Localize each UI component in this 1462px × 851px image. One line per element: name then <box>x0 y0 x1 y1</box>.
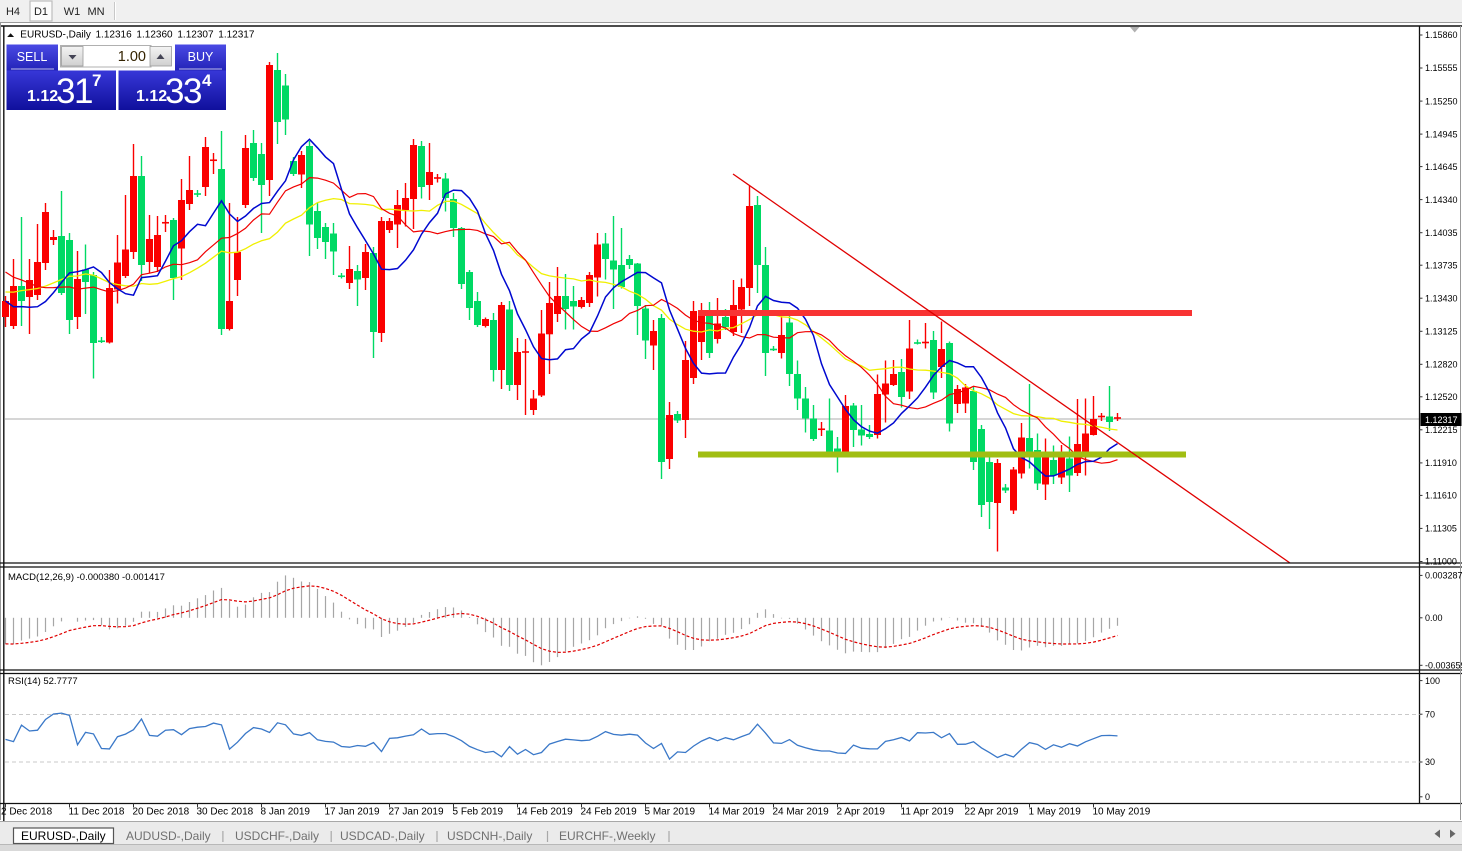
svg-text:USDCNH-,Daily: USDCNH-,Daily <box>447 829 532 843</box>
svg-text:2 Dec 2018: 2 Dec 2018 <box>1 807 53 818</box>
svg-text:AUDUSD-,Daily: AUDUSD-,Daily <box>126 829 211 843</box>
svg-text:H4: H4 <box>6 6 20 18</box>
svg-text:1.14645: 1.14645 <box>1425 162 1458 172</box>
svg-text:1.12: 1.12 <box>136 88 167 105</box>
svg-text:8 Jan 2019: 8 Jan 2019 <box>261 807 311 818</box>
svg-text:2 Apr 2019: 2 Apr 2019 <box>837 807 886 818</box>
svg-text:20 Dec 2018: 20 Dec 2018 <box>133 807 190 818</box>
svg-text:1 May 2019: 1 May 2019 <box>1029 807 1082 818</box>
svg-text:1.15860: 1.15860 <box>1425 30 1458 40</box>
svg-text:EURCHF-,Weekly: EURCHF-,Weekly <box>559 829 655 843</box>
svg-text:5 Feb 2019: 5 Feb 2019 <box>453 807 504 818</box>
svg-text:1.14035: 1.14035 <box>1425 228 1458 238</box>
svg-text:4: 4 <box>202 71 212 90</box>
svg-text:27 Jan 2019: 27 Jan 2019 <box>389 807 444 818</box>
svg-text:D1: D1 <box>34 6 48 18</box>
svg-text:30 Dec 2018: 30 Dec 2018 <box>197 807 254 818</box>
svg-text:7: 7 <box>92 71 101 90</box>
svg-text:1.14340: 1.14340 <box>1425 195 1458 205</box>
svg-text:RSI(14) 52.7777: RSI(14) 52.7777 <box>8 676 78 687</box>
svg-text:1.13735: 1.13735 <box>1425 260 1458 270</box>
svg-text:1.12316 1.12360 1.12307 1.1231: 1.12316 1.12360 1.12307 1.12317 <box>96 30 255 41</box>
svg-text:USDCHF-,Daily: USDCHF-,Daily <box>235 829 319 843</box>
svg-text:1.11610: 1.11610 <box>1425 491 1457 501</box>
svg-text:MACD(12,26,9) -0.000380 -0.001: MACD(12,26,9) -0.000380 -0.001417 <box>8 572 165 583</box>
svg-text:EURUSD-,Daily: EURUSD-,Daily <box>21 829 106 843</box>
svg-text:W1: W1 <box>64 6 81 18</box>
svg-text:USDCAD-,Daily: USDCAD-,Daily <box>340 829 425 843</box>
svg-text:24 Mar 2019: 24 Mar 2019 <box>773 807 830 818</box>
svg-text:1.14945: 1.14945 <box>1425 129 1458 139</box>
svg-text:1.12317: 1.12317 <box>1425 415 1458 425</box>
svg-text:5 Mar 2019: 5 Mar 2019 <box>645 807 696 818</box>
svg-text:MN: MN <box>87 6 104 18</box>
svg-text:0.003287: 0.003287 <box>1425 571 1462 581</box>
svg-text:33: 33 <box>165 72 201 111</box>
svg-text:EURUSD-,Daily: EURUSD-,Daily <box>20 30 91 41</box>
svg-text:100: 100 <box>1425 676 1440 686</box>
svg-text:11 Dec 2018: 11 Dec 2018 <box>69 807 125 818</box>
svg-text:10 May 2019: 10 May 2019 <box>1093 807 1151 818</box>
svg-text:1.12820: 1.12820 <box>1425 360 1458 370</box>
svg-text:11 Apr 2019: 11 Apr 2019 <box>901 807 955 818</box>
svg-text:17 Jan 2019: 17 Jan 2019 <box>325 807 380 818</box>
svg-text:-0.003659: -0.003659 <box>1425 661 1462 671</box>
svg-text:1.12: 1.12 <box>27 88 58 105</box>
svg-text:1.00: 1.00 <box>118 49 146 65</box>
svg-text:70: 70 <box>1425 709 1435 719</box>
svg-text:SELL: SELL <box>17 50 48 64</box>
svg-text:0.00: 0.00 <box>1425 613 1443 623</box>
svg-text:0: 0 <box>1425 792 1430 802</box>
svg-text:1.13430: 1.13430 <box>1425 293 1458 303</box>
svg-text:14 Feb 2019: 14 Feb 2019 <box>517 807 574 818</box>
svg-text:14 Mar 2019: 14 Mar 2019 <box>709 807 766 818</box>
svg-text:30: 30 <box>1425 757 1435 767</box>
svg-text:31: 31 <box>56 72 92 111</box>
svg-text:1.11305: 1.11305 <box>1425 524 1457 534</box>
svg-text:24 Feb 2019: 24 Feb 2019 <box>581 807 638 818</box>
svg-text:1.11910: 1.11910 <box>1425 458 1457 468</box>
svg-text:22 Apr 2019: 22 Apr 2019 <box>965 807 1019 818</box>
svg-text:1.11000: 1.11000 <box>1425 557 1457 567</box>
svg-text:1.13125: 1.13125 <box>1425 327 1458 337</box>
svg-text:1.12215: 1.12215 <box>1425 425 1458 435</box>
svg-text:1.15555: 1.15555 <box>1425 63 1458 73</box>
svg-text:1.12520: 1.12520 <box>1425 392 1458 402</box>
svg-text:BUY: BUY <box>188 50 214 64</box>
svg-text:1.15250: 1.15250 <box>1425 96 1458 106</box>
